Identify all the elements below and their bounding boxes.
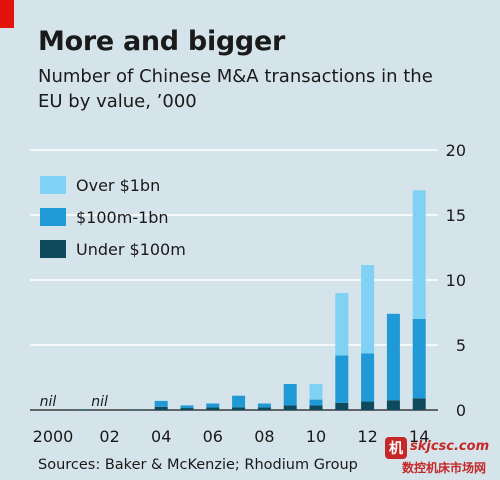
annotation-nil: nil xyxy=(91,394,108,410)
bar-segment xyxy=(154,400,168,407)
watermark-logo: 机 xyxy=(385,437,407,459)
x-tick-label: 06 xyxy=(203,427,223,446)
bar-segment xyxy=(309,399,323,406)
y-tick-label: 20 xyxy=(446,141,466,160)
bar-segment xyxy=(206,403,220,408)
legend-label: Over $1bn xyxy=(76,176,160,195)
legend: Over $1bn $100m-1bn Under $100m xyxy=(40,176,186,259)
x-tick-label: 02 xyxy=(99,427,119,446)
y-tick-label: 0 xyxy=(456,401,466,420)
bar-segment xyxy=(386,313,400,401)
bar-segment xyxy=(309,405,323,410)
bar-segment xyxy=(412,190,426,319)
bar-segment xyxy=(309,384,323,400)
x-tick-label: 08 xyxy=(254,427,274,446)
x-tick-label: 12 xyxy=(357,427,377,446)
bar-segment xyxy=(257,403,271,408)
bar-segment xyxy=(257,407,271,410)
bar-segment xyxy=(180,408,194,410)
chart-title: More and bigger xyxy=(38,26,285,57)
chart-subtitle: Number of Chinese M&A transactions in th… xyxy=(38,66,433,112)
x-tick-label: 10 xyxy=(306,427,326,446)
bar-segment xyxy=(180,405,194,409)
y-tick-label: 5 xyxy=(456,336,466,355)
y-tick-labels: 0 5 10 15 20 xyxy=(446,141,466,420)
bar-segment xyxy=(361,353,375,402)
annotations: nil nil xyxy=(40,394,108,410)
bar-segment xyxy=(361,265,375,354)
x-tick-label: 14 xyxy=(409,427,429,446)
legend-swatch xyxy=(40,176,66,194)
bar-segment xyxy=(206,407,220,410)
bar-segment xyxy=(283,384,297,406)
bar-segment xyxy=(361,401,375,410)
legend-swatch xyxy=(40,208,66,226)
brand-tag xyxy=(0,0,14,28)
bar-segment xyxy=(335,293,349,356)
source-note: Sources: Baker & McKenzie; Rhodium Group xyxy=(38,457,358,473)
legend-swatch xyxy=(40,240,66,258)
legend-label: Under $100m xyxy=(76,240,186,259)
bar-segment xyxy=(386,400,400,410)
bar-segment xyxy=(283,405,297,410)
bar-segment xyxy=(412,398,426,410)
annotation-nil: nil xyxy=(40,394,57,410)
bar-segment xyxy=(77,409,91,411)
bar-segment xyxy=(232,407,246,410)
bars xyxy=(77,190,426,411)
bar-segment xyxy=(412,319,426,399)
bar-segment xyxy=(232,395,246,408)
legend-label: $100m-1bn xyxy=(76,208,169,227)
watermark-url: skjcsc.com xyxy=(410,439,490,454)
bar-segment xyxy=(128,409,142,411)
x-tick-label: 2000 xyxy=(33,427,74,446)
bar-segment xyxy=(335,355,349,403)
y-tick-label: 10 xyxy=(446,271,466,290)
watermark-text: 数控机床市场网 xyxy=(402,461,487,475)
bar-segment xyxy=(335,402,349,410)
y-tick-label: 15 xyxy=(446,206,466,225)
x-tick-label: 04 xyxy=(151,427,171,446)
bar-segment xyxy=(154,406,168,410)
x-tick-labels: 2000 02 04 06 08 10 12 14 xyxy=(33,427,430,446)
